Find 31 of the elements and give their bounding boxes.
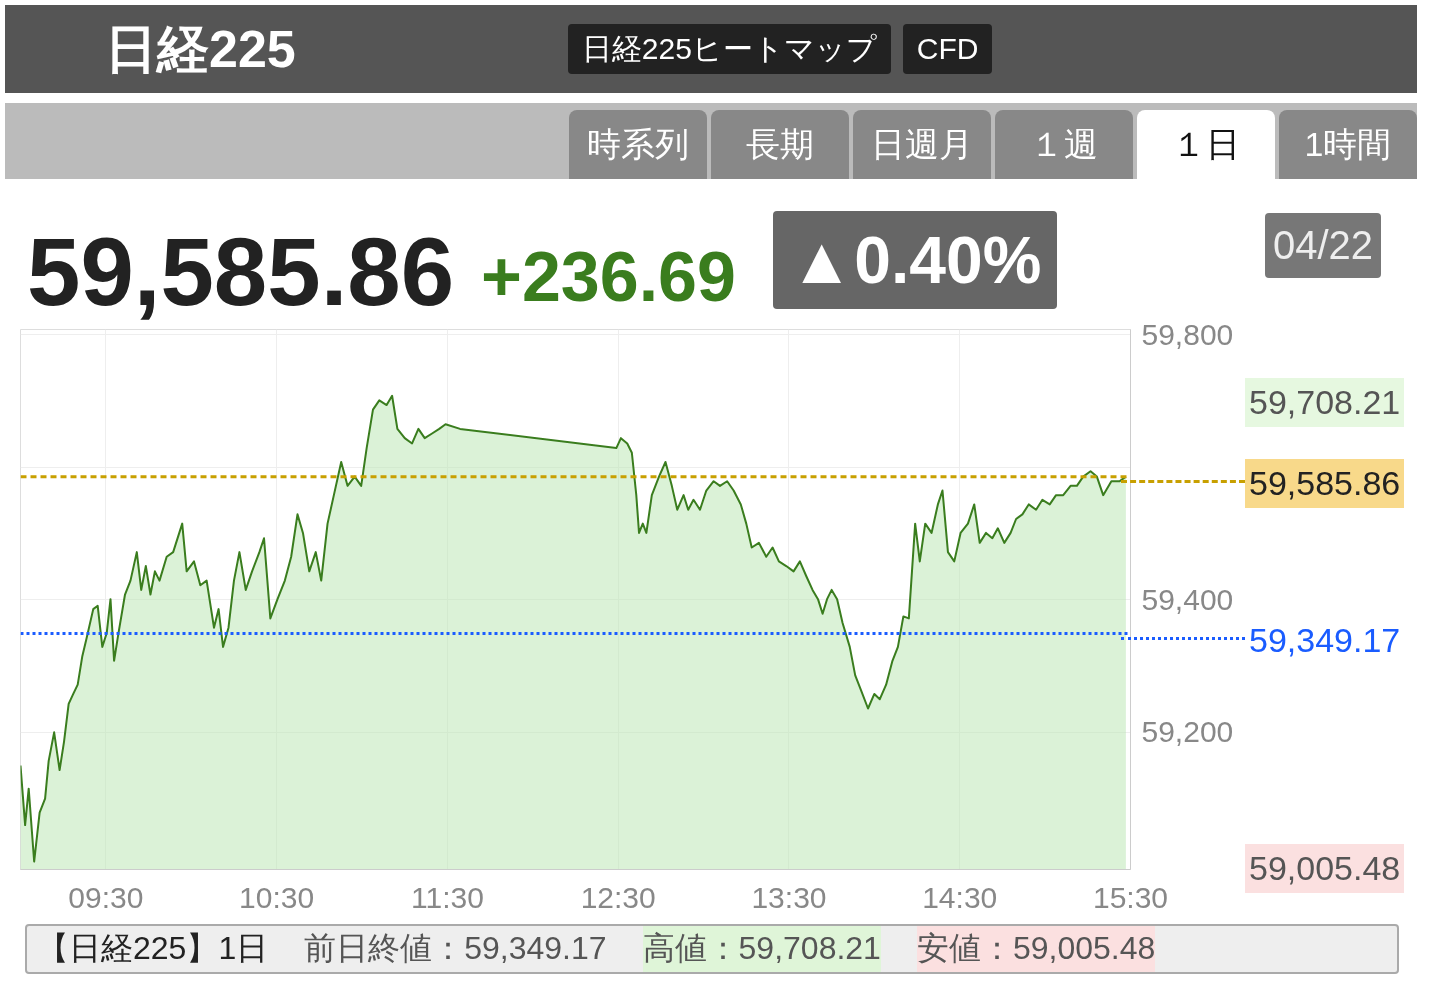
- text: 安値：59,005.48: [916, 926, 1156, 972]
- text: 1時間: [1279, 110, 1417, 179]
- text: 59,708.21: [1245, 378, 1405, 427]
- text: +236.69: [481, 237, 736, 318]
- text: １日: [1137, 110, 1275, 179]
- x-tick-label: 10:30: [239, 880, 315, 914]
- text: １週: [995, 110, 1133, 179]
- text: 長期: [711, 110, 849, 179]
- text: 日週月: [853, 110, 991, 179]
- text: 04/22: [1265, 213, 1382, 279]
- chart-title: 日経225: [105, 18, 296, 80]
- text: CFD: [902, 23, 993, 75]
- text: 【日経225】1日: [37, 929, 269, 969]
- text: 前日終値：59,349.17: [304, 929, 607, 969]
- text: 59,585.86: [27, 217, 455, 327]
- text: 59,005.48: [1245, 844, 1405, 893]
- y-tick-label: 59,800: [1141, 317, 1234, 351]
- y-tick-label: 59,200: [1141, 715, 1234, 749]
- x-tick-label: 15:30: [1092, 880, 1169, 914]
- text: ▲0.40%: [773, 211, 1058, 310]
- y-tick-label: 59,400: [1141, 582, 1234, 616]
- x-tick-label: 12:30: [580, 880, 656, 914]
- ref-line-label: 59,585.86: [1245, 459, 1405, 508]
- x-tick-label: 11:30: [411, 880, 484, 914]
- x-tick-label: 14:30: [922, 880, 998, 914]
- x-tick-label: 13:30: [751, 880, 827, 914]
- ref-line-label: 59,349.17: [1245, 616, 1405, 665]
- text: 時系列: [569, 110, 707, 179]
- x-tick-label: 09:30: [68, 880, 144, 914]
- text: 高値：59,708.21: [642, 926, 881, 972]
- text: 日経225ヒートマップ: [567, 23, 891, 75]
